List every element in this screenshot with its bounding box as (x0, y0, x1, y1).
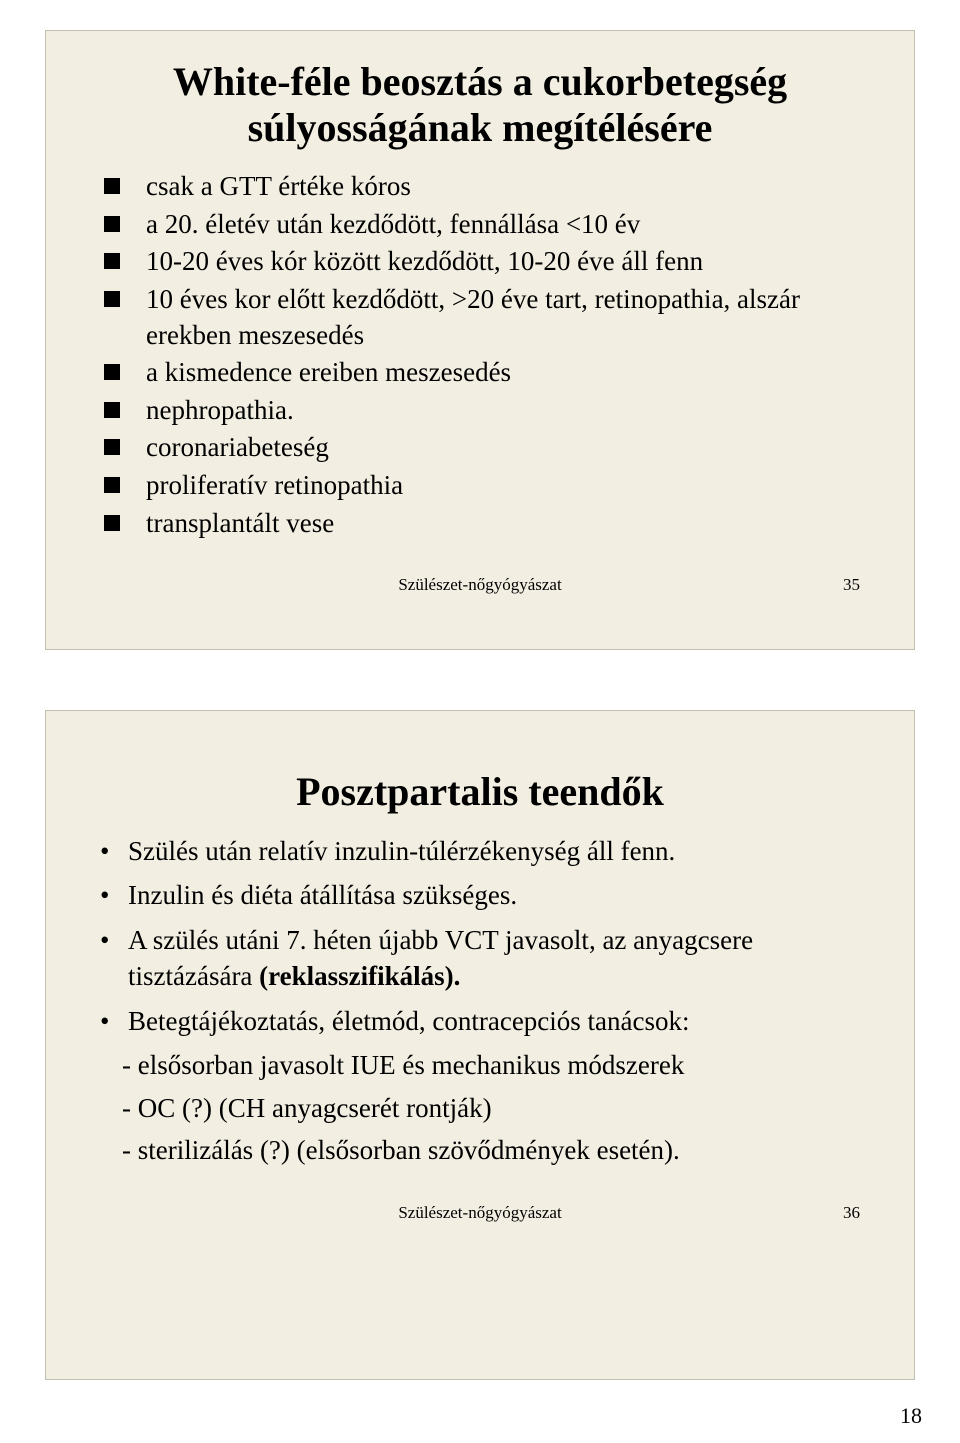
sub-item: - sterilizálás (?) (elsősorban szövődmén… (90, 1132, 870, 1168)
slide-number: 35 (843, 575, 860, 595)
list-item: coronariabeteség (104, 430, 870, 466)
list-item: Betegtájékoztatás, életmód, contracepció… (96, 1003, 870, 1039)
bullet-list: csak a GTT értéke kóros a 20. életév utá… (104, 169, 870, 541)
sub-list: - elsősorban javasolt IUE és mechanikus … (90, 1047, 870, 1168)
list-item: A szülés utáni 7. héten újabb VCT javaso… (96, 922, 870, 995)
footer-label: Szülészet-nőgyógyászat (398, 1203, 561, 1223)
slide-title: Posztpartalis teendők (90, 769, 870, 815)
list-item: proliferatív retinopathia (104, 468, 870, 504)
list-item: nephropathia. (104, 393, 870, 429)
title-line-2: súlyosságának megítélésére (248, 105, 713, 150)
footer-label: Szülészet-nőgyógyászat (398, 575, 561, 595)
list-item: transplantált vese (104, 506, 870, 542)
slide-35: White-féle beosztás a cukorbetegség súly… (45, 30, 915, 650)
list-item: a kismedence ereiben meszesedés (104, 355, 870, 391)
slide-number: 36 (843, 1203, 860, 1223)
bullet-list: Szülés után relatív inzulin-túlérzékenys… (96, 833, 870, 1039)
slide-footer: Szülészet-nőgyógyászat 35 (90, 575, 870, 595)
list-item: Inzulin és diéta átállítása szükséges. (96, 877, 870, 913)
sub-item: - OC (?) (CH anyagcserét rontják) (90, 1090, 870, 1126)
list-item: 10-20 éves kór között kezdődött, 10-20 é… (104, 244, 870, 280)
title-line-1: White-féle beosztás a cukorbetegség (173, 59, 787, 104)
slide-title: White-féle beosztás a cukorbetegség súly… (90, 59, 870, 151)
list-item: a 20. életév után kezdődött, fennállása … (104, 207, 870, 243)
item-bold: (reklasszifikálás). (259, 961, 460, 991)
slide-36: Posztpartalis teendők Szülés után relatí… (45, 710, 915, 1380)
document-page: White-féle beosztás a cukorbetegség súly… (0, 0, 960, 1443)
list-item: csak a GTT értéke kóros (104, 169, 870, 205)
list-item: Szülés után relatív inzulin-túlérzékenys… (96, 833, 870, 869)
page-number: 18 (900, 1403, 922, 1429)
sub-item: - elsősorban javasolt IUE és mechanikus … (90, 1047, 870, 1083)
list-item: 10 éves kor előtt kezdődött, >20 éve tar… (104, 282, 870, 353)
slide-footer: Szülészet-nőgyógyászat 36 (90, 1203, 870, 1223)
